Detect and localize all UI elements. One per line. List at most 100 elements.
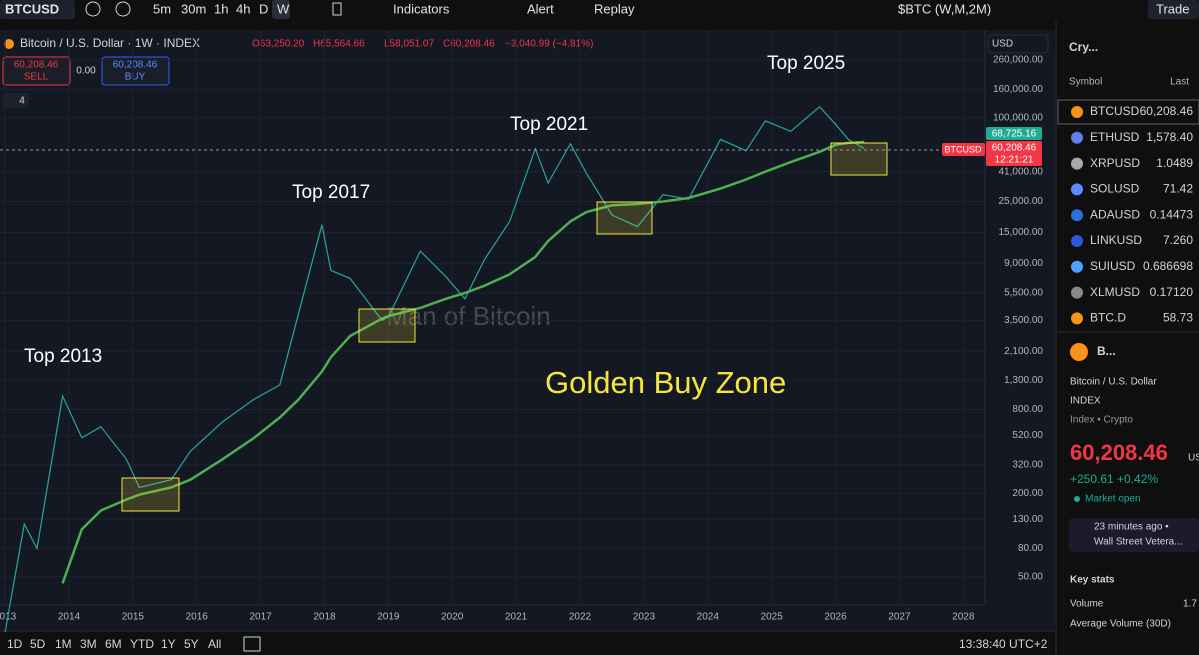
- range-button[interactable]: 5D: [30, 637, 46, 651]
- stat-label: Volume: [1070, 599, 1104, 610]
- watchlist-symbol[interactable]: BTCUSD: [1090, 104, 1140, 118]
- interval[interactable]: D: [259, 1, 268, 16]
- x-tick-label: 2026: [824, 612, 847, 623]
- watchlist-last[interactable]: 1.0489: [1156, 156, 1193, 170]
- indicator-count[interactable]: 4: [19, 96, 25, 107]
- news-time[interactable]: 23 minutes ago •: [1094, 522, 1169, 533]
- sell-price[interactable]: 60,208.46: [14, 60, 59, 71]
- details-symbol: B...: [1097, 344, 1116, 358]
- symbol-box[interactable]: [0, 0, 75, 19]
- currency[interactable]: USD: [992, 39, 1013, 50]
- interval[interactable]: 1h: [214, 1, 228, 16]
- ma-tag-text: 68,725.16: [992, 129, 1037, 140]
- interval[interactable]: 4h: [236, 1, 250, 16]
- selected-row: [1057, 99, 1199, 125]
- icon[interactable]: [85, 1, 101, 17]
- watchlist-symbol[interactable]: ADAUSD: [1090, 207, 1140, 221]
- interval[interactable]: 30m: [181, 1, 206, 16]
- x-tick-label: 2025: [761, 612, 784, 623]
- symbol[interactable]: BTCUSD: [5, 1, 59, 16]
- buy-zone: [121, 477, 180, 512]
- range-button[interactable]: 5Y: [184, 637, 199, 651]
- y-tick-label: 15,000.00: [999, 227, 1044, 238]
- sell-label[interactable]: SELL: [24, 72, 49, 83]
- buy-price[interactable]: 60,208.46: [113, 60, 158, 71]
- buy-zone: [830, 142, 888, 176]
- moving-average: [61, 140, 865, 584]
- compare-symbol[interactable]: $BTC (W,M,2M): [898, 1, 991, 16]
- countdown: 12:21:21: [995, 155, 1034, 166]
- watchlist-name[interactable]: Cry...: [1069, 40, 1098, 54]
- icon[interactable]: [332, 2, 342, 16]
- y-tick-label: 3,500.00: [1004, 315, 1043, 326]
- range-button[interactable]: 1M: [55, 637, 72, 651]
- news-card[interactable]: [1069, 518, 1199, 552]
- watchlist-last[interactable]: 1,578.40: [1146, 130, 1193, 144]
- sell-button[interactable]: [2, 56, 71, 86]
- symbol-icon: [1071, 157, 1083, 170]
- watchlist-symbol[interactable]: SUIUSD: [1090, 259, 1136, 273]
- ohlc: L58,051.07: [384, 39, 434, 50]
- trade-box[interactable]: [1148, 0, 1199, 19]
- watchlist-symbol[interactable]: SOLUSD: [1090, 182, 1140, 196]
- watchlist-last[interactable]: 0.14473: [1150, 207, 1194, 221]
- spread: 0.00: [76, 66, 96, 77]
- symbol-icon: [1071, 209, 1083, 222]
- price-tag: [986, 141, 1042, 166]
- y-tick-label: 520.00: [1012, 430, 1043, 441]
- change: −3,040.99 (−4.81%): [505, 39, 593, 50]
- range-button[interactable]: 6M: [105, 637, 122, 651]
- watchlist-last[interactable]: 58.73: [1163, 311, 1193, 325]
- icon[interactable]: [243, 636, 261, 652]
- range-button[interactable]: 1D: [7, 637, 23, 651]
- y-tick-label: 160,000.00: [993, 84, 1043, 95]
- x-tick-label: 2028: [952, 612, 975, 623]
- range-button[interactable]: 1Y: [161, 637, 176, 651]
- details-name: Bitcoin / U.S. Dollar: [1070, 377, 1157, 388]
- currency-box[interactable]: [987, 34, 1049, 54]
- buy-zone: [358, 308, 416, 343]
- indicators-button[interactable]: Indicators: [393, 1, 450, 16]
- range-button[interactable]: 3M: [80, 637, 97, 651]
- price-line: [4, 105, 865, 633]
- annotation: Top 2025: [767, 53, 845, 74]
- ma-tag: [986, 127, 1042, 140]
- watchlist-last[interactable]: 0.686698: [1143, 259, 1193, 273]
- buy-button[interactable]: [101, 56, 170, 86]
- indicator-toggle[interactable]: [3, 93, 29, 108]
- watchlist-last[interactable]: 71.42: [1163, 182, 1193, 196]
- symbol-icon: [1071, 286, 1083, 299]
- y-tick-label: 25,000.00: [999, 196, 1044, 207]
- icon[interactable]: [115, 1, 131, 17]
- interval[interactable]: 5m: [153, 1, 171, 16]
- x-tick-label: 2019: [377, 612, 400, 623]
- watchlist-symbol[interactable]: BTC.D: [1090, 311, 1126, 325]
- x-tick-label: 2023: [633, 612, 656, 623]
- column-header: Symbol: [1069, 77, 1102, 88]
- watchlist-last[interactable]: 7.260: [1163, 233, 1193, 247]
- symbol-tag-text: BTCUSD: [944, 144, 982, 154]
- y-tick-label: 2,100.00: [1004, 346, 1043, 357]
- watchlist-last[interactable]: 0.17120: [1150, 285, 1194, 299]
- news-source[interactable]: Wall Street Vetera...: [1094, 537, 1183, 548]
- range-button[interactable]: All: [208, 637, 221, 651]
- symbol-icon: [1071, 183, 1083, 196]
- coin-icon: [4, 39, 14, 49]
- watchlist-symbol[interactable]: XLMUSD: [1090, 285, 1140, 299]
- replay-button[interactable]: Replay: [594, 1, 635, 16]
- buy-label[interactable]: BUY: [125, 72, 146, 83]
- y-tick-label: 80.00: [1018, 543, 1043, 554]
- interval[interactable]: W: [277, 1, 290, 16]
- watchlist-symbol[interactable]: LINKUSD: [1090, 233, 1142, 247]
- symbol-icon: [1071, 260, 1083, 273]
- x-tick-label: 2020: [441, 612, 464, 623]
- watchlist-symbol[interactable]: XRPUSD: [1090, 156, 1140, 170]
- range-button[interactable]: YTD: [130, 637, 154, 651]
- watchlist-last[interactable]: 60,208.46: [1140, 104, 1194, 118]
- symbol-icon: [1071, 235, 1083, 247]
- alert-button[interactable]: Alert: [527, 1, 554, 16]
- symbol-icon: [1071, 131, 1083, 144]
- watchlist-symbol[interactable]: ETHUSD: [1090, 130, 1140, 144]
- trade-button[interactable]: Trade: [1156, 1, 1189, 16]
- annotation: Top 2021: [510, 114, 588, 135]
